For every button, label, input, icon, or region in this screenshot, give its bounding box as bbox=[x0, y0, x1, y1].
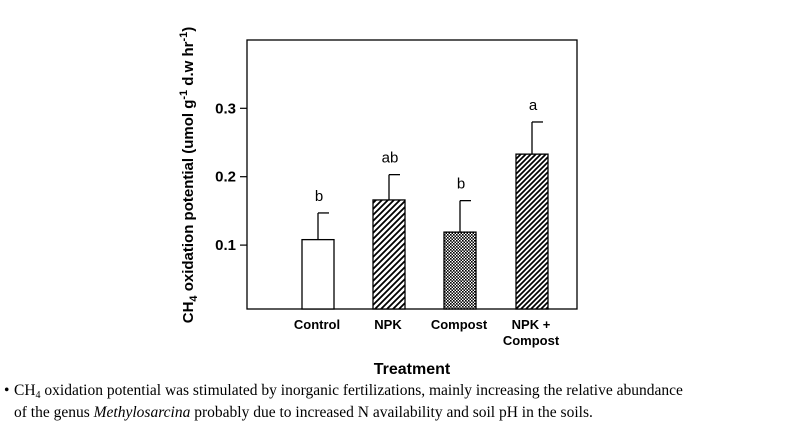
caption-text-2b: probably due to increased N availability… bbox=[190, 404, 593, 421]
x-tick-label: NPK + bbox=[512, 317, 551, 332]
x-tick-label: Control bbox=[294, 317, 340, 332]
caption-line-1: • CH4 oxidation potential was stimulated … bbox=[4, 380, 800, 402]
caption-text-1: oxidation potential was stimulated by in… bbox=[40, 382, 683, 399]
bar bbox=[515, 153, 549, 310]
bars: b ab b a bbox=[301, 97, 549, 310]
x-tick-label: Compost bbox=[503, 333, 560, 348]
significance-letter: b bbox=[315, 188, 323, 205]
caption: • CH4 oxidation potential was stimulated … bbox=[4, 380, 800, 424]
y-axis-label-sup2: -1 bbox=[178, 32, 190, 42]
x-tick-label: Compost bbox=[431, 317, 488, 332]
bar bbox=[301, 238, 335, 310]
caption-genus: Methylosarcina bbox=[93, 404, 191, 421]
y-axis-label-text2: d.w hr bbox=[180, 41, 197, 89]
caption-chem-sub: 4 bbox=[35, 390, 41, 401]
x-tick-label: NPK bbox=[374, 317, 402, 332]
y-tick-label: 0.3 bbox=[215, 100, 236, 117]
y-tick-label: 0.1 bbox=[215, 237, 236, 254]
y-axis-label-text: oxidation potential (umol g bbox=[180, 100, 197, 296]
y-axis-label-suffix: ) bbox=[180, 27, 197, 32]
bar bbox=[443, 231, 477, 310]
significance-letter: b bbox=[457, 176, 465, 193]
x-axis-tick-labels: Control NPK Compost NPK +Compost bbox=[294, 317, 560, 348]
bar bbox=[372, 199, 406, 310]
significance-letter: ab bbox=[382, 150, 399, 167]
caption-line-2: of the genus Methylosarcina probably due… bbox=[4, 402, 800, 424]
x-axis-label: Treatment bbox=[374, 361, 451, 378]
y-axis-label-chem-sub: 4 bbox=[188, 295, 200, 302]
y-tick-label: 0.2 bbox=[215, 169, 236, 186]
caption-bullet: • bbox=[4, 382, 10, 399]
y-axis-label-sup1: -1 bbox=[178, 90, 190, 100]
plot-frame bbox=[246, 39, 578, 310]
y-axis-label-chem: CH bbox=[180, 302, 197, 324]
caption-chem: CH bbox=[14, 382, 36, 399]
caption-text-2a: of the genus bbox=[14, 404, 94, 421]
y-axis-ticks: 0.1 0.2 0.3 bbox=[215, 100, 247, 254]
y-axis-label: CH4 oxidation potential (umol g-1 d.w hr… bbox=[178, 27, 200, 324]
significance-letter: a bbox=[529, 97, 538, 114]
